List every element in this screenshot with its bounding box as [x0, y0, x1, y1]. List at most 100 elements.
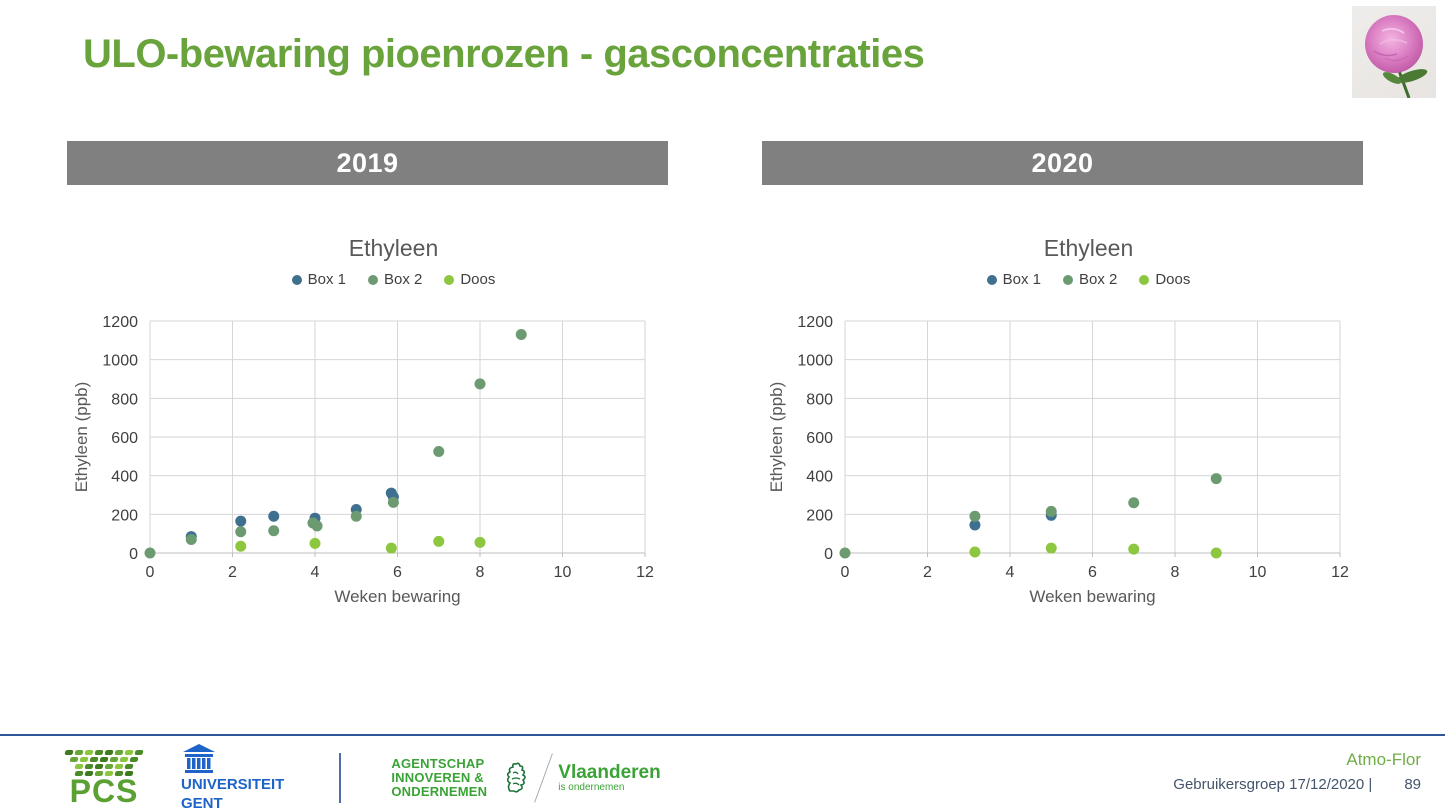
svg-text:200: 200: [806, 507, 833, 524]
svg-text:Weken bewaring: Weken bewaring: [1029, 587, 1155, 606]
svg-text:8: 8: [476, 564, 485, 581]
svg-text:800: 800: [111, 391, 138, 408]
chart-legend: Box 1 Box 2 Doos: [762, 271, 1363, 288]
slide-footer: PCS UNIVERSITEIT GENT AGENTSCHAP INNOVER…: [0, 734, 1445, 812]
svg-text:0: 0: [841, 564, 850, 581]
scatter-plot-2019: 0 2 4 6 8 10 12 0 200 400 600 800 1000 1200 Weken bewa…: [72, 314, 654, 606]
svg-text:0: 0: [129, 546, 138, 563]
pcs-logo: PCS: [64, 750, 144, 809]
svg-text:0: 0: [824, 546, 833, 563]
panel-2019: 2019 Ethyleen Box 1 Box 2 Doos 0 2 4 6 8 10 12 0 2…: [67, 141, 668, 612]
vlaio-label-line1: AGENTSCHAP: [391, 756, 485, 771]
flanders-lion-icon: [507, 762, 527, 793]
legend-dot: [1062, 274, 1073, 285]
year-header-2019: 2019: [67, 141, 668, 185]
svg-text:1200: 1200: [102, 314, 138, 331]
svg-text:600: 600: [111, 430, 138, 447]
ugent-logo: UNIVERSITEIT GENT: [181, 744, 284, 812]
svg-text:12: 12: [1331, 564, 1349, 581]
vlaio-label-line2: INNOVEREN &: [391, 770, 484, 785]
svg-text:2: 2: [923, 564, 932, 581]
peony-flower-drawing: [1365, 15, 1428, 99]
legend-item-box-1: Box 1: [986, 271, 1041, 288]
pcs-field-dash: [134, 750, 144, 755]
svg-text:1200: 1200: [797, 314, 833, 331]
pcs-field-dash: [94, 750, 104, 755]
peony-flower-image: [1352, 6, 1436, 99]
pcs-field-dash: [89, 757, 99, 762]
pcs-field-dash: [104, 750, 114, 755]
scatter-plot-2020: 0 2 4 6 8 10 12 0 200 400 600 800 1000 1200 Weken bewa…: [767, 314, 1349, 606]
chart-legend: Box 1 Box 2 Doos: [67, 271, 668, 288]
svg-text:6: 6: [393, 564, 402, 581]
vlaio-label-line3: ONDERNEMEN: [391, 784, 488, 799]
svg-text:400: 400: [806, 469, 833, 486]
pcs-field-dash: [74, 750, 84, 755]
svg-text:200: 200: [111, 507, 138, 524]
legend-item-doos: Doos: [1139, 271, 1190, 288]
pcs-field-dash: [114, 750, 124, 755]
pcs-field-dash: [124, 750, 134, 755]
footer-logos: PCS UNIVERSITEIT GENT AGENTSCHAP INNOVER…: [64, 744, 661, 812]
pcs-field-dash: [84, 750, 94, 755]
pcs-field-dash: [119, 757, 129, 762]
vlaanderen-slash: [534, 753, 554, 803]
footer-meta: Atmo-Flor Gebruikersgroep 17/12/2020 | 89: [1173, 750, 1421, 793]
legend-item-doos: Doos: [444, 271, 495, 288]
svg-text:10: 10: [554, 564, 572, 581]
pcs-field-dash: [109, 757, 119, 762]
legend-dot: [986, 274, 997, 285]
svg-text:Ethyleen (ppb): Ethyleen (ppb): [72, 382, 91, 493]
svg-text:1000: 1000: [102, 353, 138, 370]
ugent-label-line1: UNIVERSITEIT: [181, 776, 285, 793]
pcs-logo-label: PCS: [69, 773, 139, 809]
vlaanderen-label: Vlaanderen: [558, 762, 661, 783]
chart-title: Ethyleen: [348, 235, 439, 261]
pcs-field-dash: [64, 750, 74, 755]
footer-note: Gebruikersgroep 17/12/2020 | 89: [1173, 776, 1421, 793]
svg-text:8: 8: [1171, 564, 1180, 581]
year-header-2020: 2020: [762, 141, 1363, 185]
svg-text:600: 600: [806, 430, 833, 447]
footer-note-text: Gebruikersgroep 17/12/2020 |: [1173, 776, 1373, 793]
pcs-field-dash: [69, 757, 79, 762]
svg-text:4: 4: [311, 564, 320, 581]
svg-text:6: 6: [1088, 564, 1097, 581]
svg-text:10: 10: [1249, 564, 1267, 581]
legend-dot: [444, 274, 455, 285]
svg-text:400: 400: [111, 469, 138, 486]
pcs-field-dash: [129, 757, 139, 762]
svg-text:Weken bewaring: Weken bewaring: [334, 587, 460, 606]
page-title: ULO-bewaring pioenrozen - gasconcentrati…: [83, 32, 925, 76]
panel-2020: 2020 Ethyleen Box 1 Box 2 Doos 0 2 4 6 8 10 12 0 2…: [762, 141, 1363, 612]
vlaanderen-sublabel: is ondernemen: [558, 782, 625, 793]
legend-dot: [291, 274, 302, 285]
pcs-field-dash: [94, 764, 104, 769]
temple-icon: [183, 744, 215, 773]
legend-item-box-2: Box 2: [367, 271, 422, 288]
pcs-field-dash: [124, 764, 134, 769]
project-name: Atmo-Flor: [1346, 750, 1421, 769]
pcs-field-row: [69, 757, 139, 762]
svg-text:2: 2: [228, 564, 237, 581]
page-number: 89: [1404, 776, 1421, 793]
svg-text:4: 4: [1006, 564, 1015, 581]
svg-text:0: 0: [146, 564, 155, 581]
svg-text:12: 12: [636, 564, 654, 581]
legend-dot: [1139, 274, 1150, 285]
pcs-field-dash: [99, 757, 109, 762]
legend-dot: [367, 274, 378, 285]
pcs-field-dash: [74, 764, 84, 769]
pcs-field-dash: [104, 764, 114, 769]
svg-text:Ethyleen (ppb): Ethyleen (ppb): [767, 382, 786, 493]
footer-divider: [339, 753, 342, 803]
ugent-label-line2: GENT: [181, 795, 223, 812]
pcs-field-row: [64, 750, 144, 755]
pcs-field-row: [74, 764, 134, 769]
svg-text:800: 800: [806, 391, 833, 408]
pcs-field-dash: [114, 764, 124, 769]
chart-title: Ethyleen: [1043, 235, 1134, 261]
legend-item-box-2: Box 2: [1062, 271, 1117, 288]
pcs-field-dash: [79, 757, 89, 762]
pcs-field-dash: [84, 764, 94, 769]
